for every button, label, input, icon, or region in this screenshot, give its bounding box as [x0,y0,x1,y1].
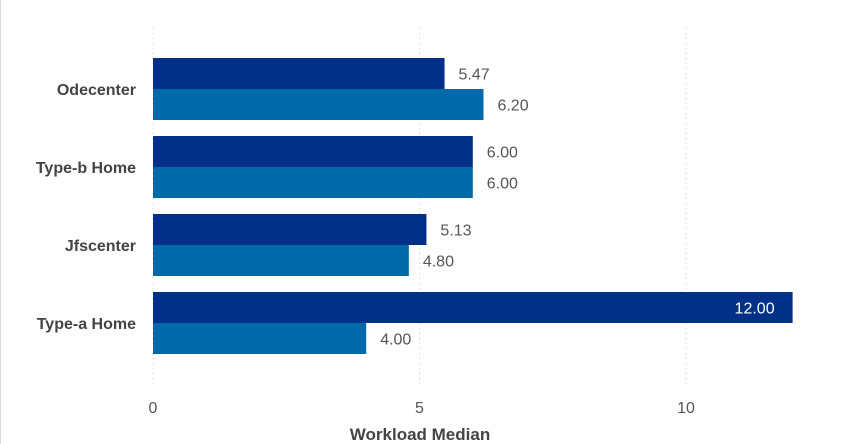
data-label: 6.00 [487,176,518,193]
bar-series1-jfscenter [153,214,427,245]
bar-series2-odecenter [153,89,484,120]
x-tick-labels: 0 5 10 [149,400,695,417]
frame-left-border [0,0,1,444]
x-tick-label: 0 [149,400,158,417]
data-label: 4.00 [380,332,411,349]
bar-series1-odecenter [153,58,445,89]
bar-series2-jfscenter [153,245,409,276]
category-label: Odecenter [57,82,136,99]
category-label: Type-a Home [37,316,136,333]
data-label: 6.20 [497,98,528,115]
data-label: 6.00 [487,145,518,162]
bars [153,58,793,354]
data-label: 5.13 [440,223,471,240]
category-label: Jfscenter [65,238,136,255]
data-label: 5.47 [459,67,490,84]
bar-series2-type-b-home [153,167,473,198]
x-axis-title: Workload Median [350,425,490,444]
bar-series2-type-a-home [153,323,367,354]
data-label: 12.00 [735,301,775,318]
x-tick-label: 5 [415,400,424,417]
x-tick-label: 10 [677,400,695,417]
bar-series1-type-a-home [153,292,793,323]
category-label: Type-b Home [36,160,136,177]
data-label: 4.80 [423,254,454,271]
bar-series1-type-b-home [153,136,473,167]
category-labels: Odecenter Type-b Home Jfscenter Type-a Home [36,82,136,333]
value-labels: 5.47 6.20 6.00 6.00 5.13 4.80 12.00 4.00 [380,67,774,349]
